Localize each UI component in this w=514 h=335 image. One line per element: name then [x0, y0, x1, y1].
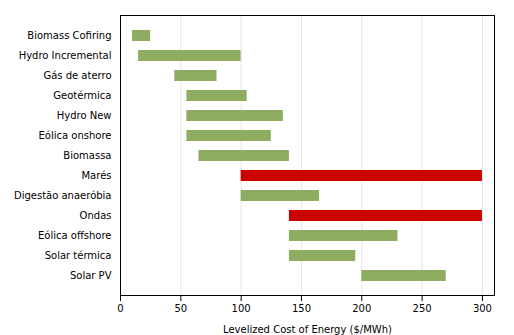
svg-text:Biomass Cofiring: Biomass Cofiring — [27, 30, 111, 41]
svg-text:Hydro Incremental: Hydro Incremental — [19, 50, 112, 61]
svg-text:Biomassa: Biomassa — [63, 150, 111, 161]
svg-text:200: 200 — [352, 303, 371, 314]
svg-text:Solar térmica: Solar térmica — [45, 250, 112, 261]
svg-text:0: 0 — [117, 303, 123, 314]
svg-text:Digestão anaeróbia: Digestão anaeróbia — [14, 190, 112, 201]
svg-text:Eólica onshore: Eólica onshore — [39, 130, 112, 141]
svg-text:300: 300 — [473, 303, 492, 314]
svg-text:Ondas: Ondas — [80, 210, 112, 221]
svg-text:Eólica offshore: Eólica offshore — [38, 230, 112, 241]
svg-text:Levelized Cost of Energy ($/MW: Levelized Cost of Energy ($/MWh) — [223, 324, 392, 335]
svg-text:Geotérmica: Geotérmica — [53, 90, 111, 101]
svg-text:100: 100 — [232, 303, 251, 314]
svg-text:150: 150 — [292, 303, 311, 314]
svg-text:Gás de aterro: Gás de aterro — [43, 70, 111, 81]
svg-text:Marés: Marés — [81, 170, 111, 181]
svg-text:Hydro New: Hydro New — [57, 110, 112, 121]
svg-text:250: 250 — [413, 303, 432, 314]
svg-text:50: 50 — [174, 303, 187, 314]
svg-text:Solar PV: Solar PV — [70, 270, 112, 281]
